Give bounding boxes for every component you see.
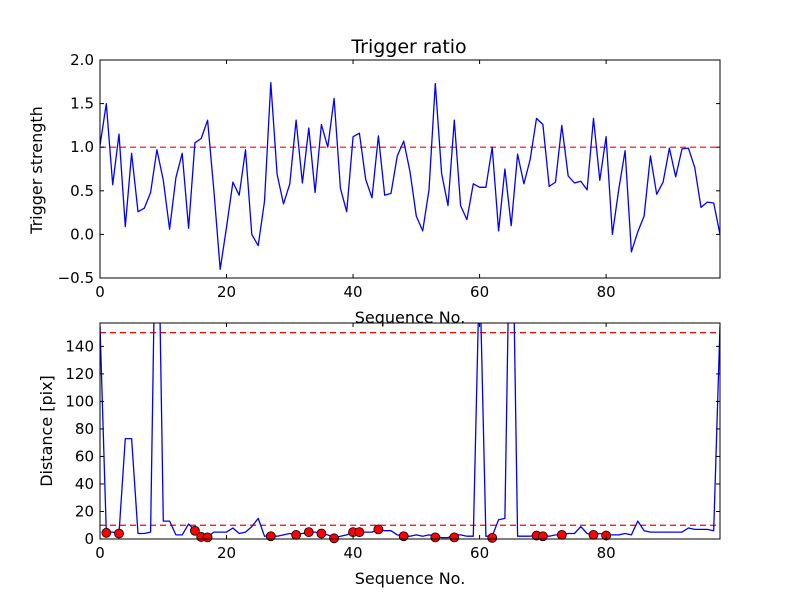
y-tick-label: 140 <box>65 337 94 355</box>
data-point-marker <box>487 532 498 543</box>
y-axis-label: Distance [pix] <box>37 375 56 487</box>
y-tick-label: −0.5 <box>58 269 94 287</box>
x-tick-label: 40 <box>344 283 363 301</box>
x-ticks: 0 20 40 60 80 <box>95 60 616 301</box>
y-tick-label: 0.0 <box>70 225 94 243</box>
x-tick-label: 20 <box>217 283 236 301</box>
y-tick-label: 2.0 <box>70 51 94 69</box>
x-tick-label: 80 <box>597 544 616 562</box>
plot-frame <box>99 322 721 540</box>
x-axis-label: Sequence No. <box>355 308 466 327</box>
x-ticks: 0 20 40 60 80 <box>95 323 616 562</box>
data-point-marker <box>101 527 112 538</box>
trigger-ratio-chart: Trigger ratio 0 20 40 60 80 −0.5 0.0 0.5 1.0 1.5… <box>27 36 721 327</box>
y-tick-label: 0 <box>84 530 94 548</box>
data-point-marker <box>556 529 567 540</box>
y-tick-label: 80 <box>75 420 94 438</box>
data-point-marker <box>316 528 327 539</box>
data-point-marker <box>189 525 200 536</box>
y-tick-label: 120 <box>65 365 94 383</box>
y-tick-label: 0.5 <box>70 182 94 200</box>
data-point-marker <box>449 532 460 543</box>
data-point-marker <box>398 531 409 542</box>
y-tick-label: 100 <box>65 392 94 410</box>
data-point-marker <box>114 528 124 539</box>
chart-title: Trigger ratio <box>350 36 466 58</box>
data-point-marker <box>265 531 276 542</box>
data-point-marker <box>588 529 599 540</box>
threshold-line-group <box>100 332 720 526</box>
x-axis-label: Sequence No. <box>355 569 466 588</box>
data-point-marker <box>202 532 213 543</box>
distance-chart: 0 20 40 60 80 0 20 40 60 80 100 120 140 Sequence No… <box>37 322 721 588</box>
data-point-marker <box>373 524 384 535</box>
x-tick-label: 80 <box>597 283 616 301</box>
x-tick-label: 0 <box>95 544 105 562</box>
plot-frame <box>99 59 721 279</box>
data-point-marker <box>430 532 441 543</box>
y-tick-label: 20 <box>75 502 94 520</box>
data-point-marker <box>537 531 548 542</box>
y-tick-label: 1.5 <box>70 95 94 113</box>
data-point-marker <box>354 527 365 538</box>
data-point-marker <box>303 527 314 538</box>
y-axis-label: Trigger strength <box>27 106 46 235</box>
x-tick-label: 60 <box>470 283 489 301</box>
y-tick-label: 60 <box>75 447 94 465</box>
x-tick-label: 60 <box>470 544 489 562</box>
x-tick-label: 20 <box>217 544 236 562</box>
trigger-series-group <box>100 82 720 270</box>
data-point-marker <box>291 529 302 540</box>
x-tick-label: 40 <box>344 544 363 562</box>
y-tick-label: 40 <box>75 475 94 493</box>
y-ticks: −0.5 0.0 0.5 1.0 1.5 2.0 <box>58 51 720 287</box>
y-tick-label: 1.0 <box>70 138 94 156</box>
marker-group <box>101 524 612 544</box>
y-ticks: 0 20 40 60 80 100 120 140 <box>65 337 720 548</box>
data-point-marker <box>329 533 339 544</box>
series-line-0 <box>100 82 720 270</box>
x-tick-label: 0 <box>95 283 105 301</box>
